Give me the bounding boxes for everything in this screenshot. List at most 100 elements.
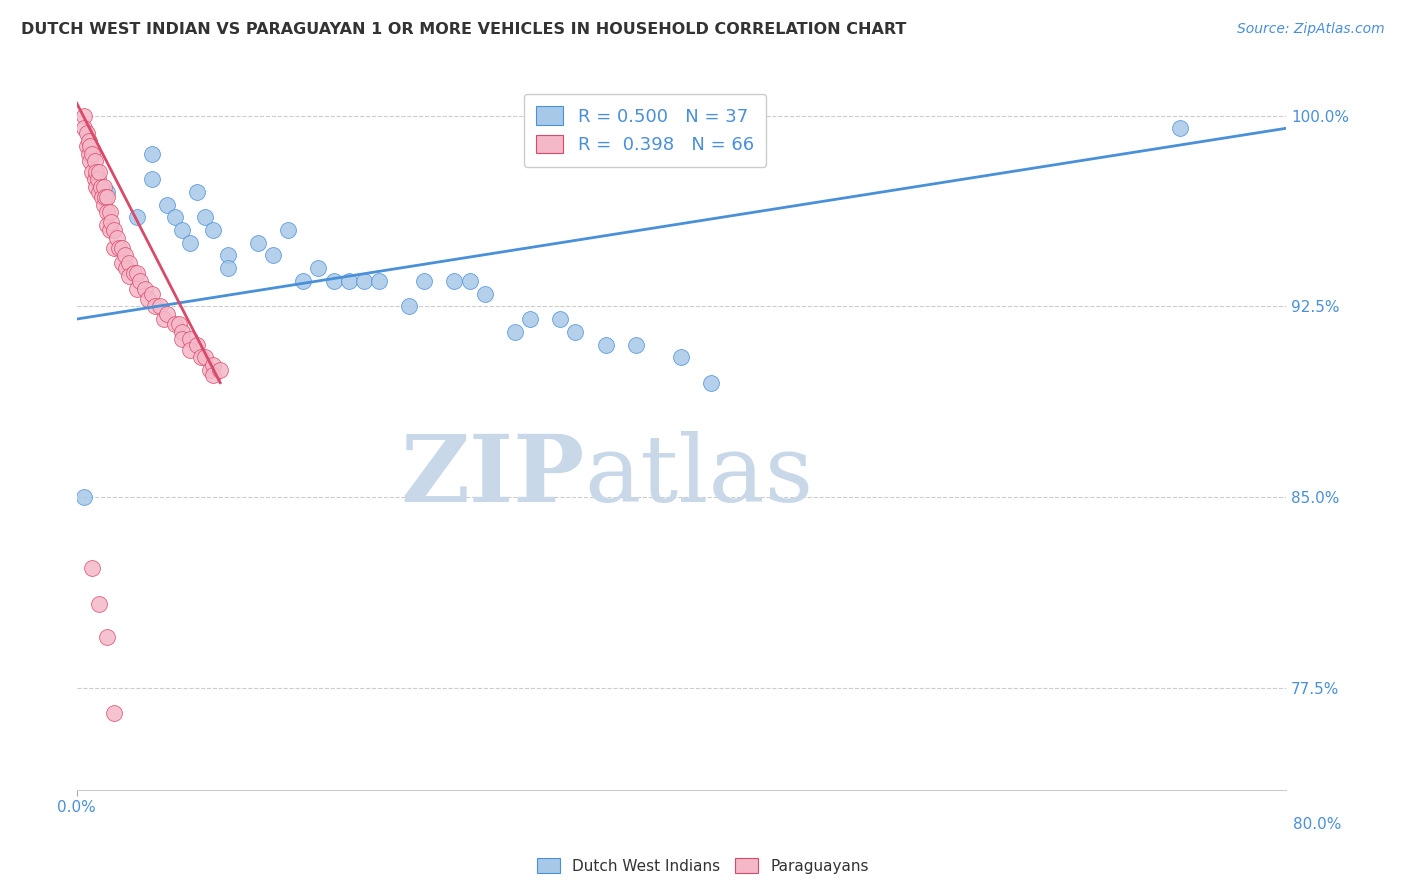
Point bbox=[125, 266, 148, 280]
Point bbox=[103, 223, 125, 237]
Point bbox=[118, 268, 141, 283]
Point bbox=[141, 146, 163, 161]
Point bbox=[564, 325, 586, 339]
Point bbox=[194, 350, 217, 364]
Point bbox=[90, 179, 112, 194]
Point bbox=[96, 190, 118, 204]
Point bbox=[77, 146, 100, 161]
Point bbox=[186, 337, 208, 351]
Text: Source: ZipAtlas.com: Source: ZipAtlas.com bbox=[1237, 22, 1385, 37]
Point bbox=[103, 241, 125, 255]
Point bbox=[84, 179, 107, 194]
Point bbox=[322, 274, 344, 288]
Point bbox=[1168, 121, 1191, 136]
Point bbox=[201, 358, 224, 372]
Point bbox=[96, 185, 118, 199]
Point bbox=[519, 312, 541, 326]
Point bbox=[98, 223, 121, 237]
Point bbox=[169, 317, 191, 331]
Point bbox=[503, 325, 526, 339]
Point bbox=[118, 256, 141, 270]
Text: 80.0%: 80.0% bbox=[1294, 817, 1341, 832]
Point bbox=[262, 248, 284, 262]
Point bbox=[83, 154, 105, 169]
Point bbox=[105, 230, 128, 244]
Point bbox=[143, 299, 166, 313]
Point bbox=[80, 146, 103, 161]
Point bbox=[89, 597, 111, 611]
Point bbox=[89, 185, 111, 199]
Point bbox=[172, 325, 194, 339]
Point bbox=[179, 235, 201, 250]
Point bbox=[179, 333, 201, 347]
Point bbox=[337, 274, 360, 288]
Point bbox=[114, 248, 136, 262]
Text: atlas: atlas bbox=[585, 431, 814, 521]
Point bbox=[100, 215, 122, 229]
Point bbox=[163, 211, 186, 225]
Point bbox=[367, 274, 389, 288]
Point bbox=[186, 185, 208, 199]
Point bbox=[474, 286, 496, 301]
Point bbox=[292, 274, 315, 288]
Point bbox=[89, 164, 111, 178]
Point bbox=[153, 312, 176, 326]
Point bbox=[413, 274, 436, 288]
Point bbox=[398, 299, 420, 313]
Point bbox=[96, 218, 118, 232]
Point bbox=[443, 274, 465, 288]
Point bbox=[87, 172, 110, 186]
Point bbox=[129, 274, 152, 288]
Point bbox=[125, 211, 148, 225]
Point bbox=[163, 317, 186, 331]
Point bbox=[108, 241, 131, 255]
Point bbox=[134, 281, 156, 295]
Point bbox=[595, 337, 617, 351]
Point bbox=[79, 139, 101, 153]
Point bbox=[93, 197, 115, 211]
Point bbox=[277, 223, 299, 237]
Point bbox=[217, 248, 239, 262]
Point bbox=[111, 241, 134, 255]
Point bbox=[179, 343, 201, 357]
Point bbox=[122, 266, 145, 280]
Point bbox=[76, 139, 98, 153]
Point bbox=[246, 235, 269, 250]
Point bbox=[73, 121, 96, 136]
Point bbox=[550, 312, 572, 326]
Point bbox=[156, 307, 179, 321]
Point bbox=[96, 205, 118, 219]
Point bbox=[77, 134, 100, 148]
Point bbox=[353, 274, 375, 288]
Point bbox=[73, 490, 96, 504]
Text: ZIP: ZIP bbox=[401, 431, 585, 521]
Point bbox=[103, 706, 125, 721]
Point bbox=[94, 190, 117, 204]
Point bbox=[91, 190, 114, 204]
Point bbox=[84, 164, 107, 178]
Point bbox=[111, 256, 134, 270]
Point bbox=[79, 154, 101, 169]
Point bbox=[194, 211, 217, 225]
Point bbox=[190, 350, 212, 364]
Point bbox=[149, 299, 172, 313]
Point bbox=[671, 350, 693, 364]
Legend: Dutch West Indians, Paraguayans: Dutch West Indians, Paraguayans bbox=[531, 852, 875, 880]
Point bbox=[201, 368, 224, 382]
Point bbox=[73, 109, 96, 123]
Point bbox=[96, 630, 118, 644]
Point bbox=[209, 363, 232, 377]
Point bbox=[141, 172, 163, 186]
Point bbox=[141, 286, 163, 301]
Legend: R = 0.500   N = 37, R =  0.398   N = 66: R = 0.500 N = 37, R = 0.398 N = 66 bbox=[523, 94, 766, 167]
Text: DUTCH WEST INDIAN VS PARAGUAYAN 1 OR MORE VEHICLES IN HOUSEHOLD CORRELATION CHAR: DUTCH WEST INDIAN VS PARAGUAYAN 1 OR MOR… bbox=[21, 22, 907, 37]
Point bbox=[172, 223, 194, 237]
Point bbox=[125, 281, 148, 295]
Point bbox=[80, 561, 103, 575]
Point bbox=[458, 274, 481, 288]
Point bbox=[307, 261, 329, 276]
Point bbox=[76, 127, 98, 141]
Point bbox=[217, 261, 239, 276]
Point bbox=[624, 337, 647, 351]
Point bbox=[115, 261, 138, 276]
